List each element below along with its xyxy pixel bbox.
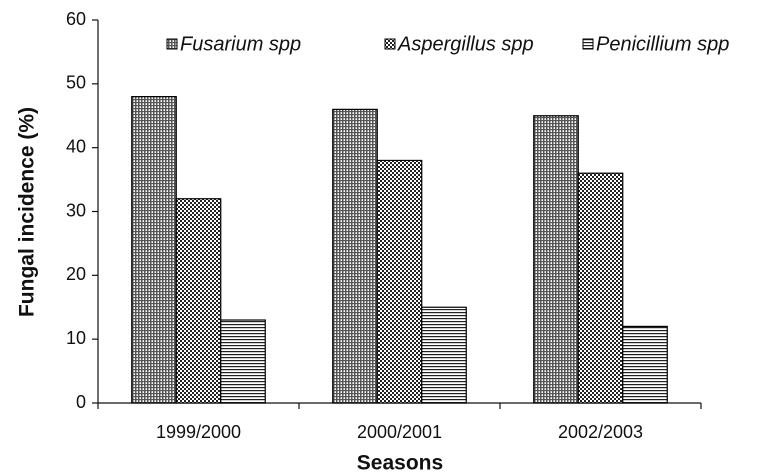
x-tick-label: 2002/2003 bbox=[558, 422, 643, 442]
x-tick-label: 1999/2000 bbox=[156, 422, 241, 442]
y-tick-label: 30 bbox=[66, 200, 86, 220]
x-axis-title: Seasons bbox=[357, 452, 443, 475]
bar bbox=[220, 319, 266, 404]
legend-swatch bbox=[582, 38, 594, 50]
legend-label: Fusarium spp bbox=[180, 33, 301, 55]
bar bbox=[577, 172, 624, 404]
legend-swatch bbox=[166, 38, 178, 50]
legend-label: Aspergillus spp bbox=[397, 33, 534, 55]
bar bbox=[421, 306, 467, 404]
legend-swatch bbox=[384, 38, 396, 50]
y-tick-label: 50 bbox=[66, 73, 86, 93]
bar bbox=[332, 108, 378, 404]
y-tick-label: 40 bbox=[66, 136, 86, 156]
y-axis-title: Fungal incidence (%) bbox=[16, 107, 39, 317]
bar bbox=[622, 325, 668, 404]
legend-label: Penicillium spp bbox=[596, 33, 729, 55]
y-tick-label: 0 bbox=[76, 392, 86, 412]
bar bbox=[175, 198, 222, 404]
bar bbox=[131, 95, 177, 404]
y-tick-label: 20 bbox=[66, 264, 86, 284]
x-tick-label: 2000/2001 bbox=[357, 422, 442, 442]
bar bbox=[376, 159, 423, 404]
y-tick-label: 60 bbox=[66, 9, 86, 29]
y-tick-label: 10 bbox=[66, 328, 86, 348]
bar bbox=[533, 115, 579, 404]
